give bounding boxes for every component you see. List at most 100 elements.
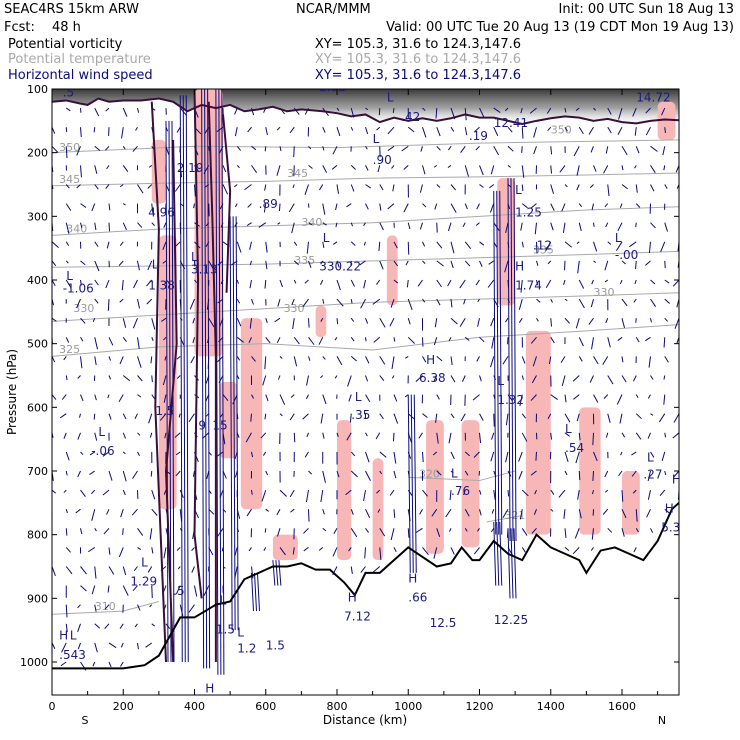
wind-column-9-0 bbox=[507, 528, 511, 599]
wind-vector-15 bbox=[52, 394, 57, 400]
wind-vector-166 bbox=[122, 413, 127, 420]
wind-vector-162 bbox=[122, 337, 127, 342]
wind-vector-474 bbox=[292, 184, 295, 189]
wind-vector-527 bbox=[320, 279, 324, 285]
wind-vector-870 bbox=[519, 394, 523, 407]
wind-vector-204 bbox=[133, 566, 138, 571]
wind-vector-881 bbox=[533, 146, 537, 155]
wind-vector-202 bbox=[137, 528, 144, 536]
wind-vector-14 bbox=[52, 375, 53, 377]
wind-vector-659 bbox=[392, 432, 395, 442]
annotation-52: L bbox=[141, 556, 148, 570]
wind-column-0-0 bbox=[165, 120, 169, 663]
wind-vector-289 bbox=[176, 547, 181, 551]
wind-vector-665 bbox=[393, 547, 397, 553]
wind-vector-82 bbox=[80, 528, 83, 535]
wind-column-9-2 bbox=[513, 528, 517, 599]
wind-vector-868 bbox=[521, 356, 526, 364]
wind-vector-1081 bbox=[650, 375, 654, 380]
wind-vector-155 bbox=[122, 203, 126, 206]
wind-vector-78 bbox=[80, 451, 84, 456]
wind-vector-702 bbox=[422, 356, 427, 363]
wind-vector-905 bbox=[550, 165, 553, 174]
wind-vector-517 bbox=[303, 546, 309, 552]
wind-vector-646 bbox=[392, 184, 395, 192]
wind-vector-805 bbox=[479, 509, 482, 516]
wind-vector-879 bbox=[529, 107, 537, 114]
wind-vector-407 bbox=[251, 298, 254, 305]
wind-vector-452 bbox=[277, 222, 281, 225]
wind-vector-963 bbox=[572, 375, 580, 382]
wind-vector-1029 bbox=[619, 279, 623, 285]
theta-contour-335 bbox=[52, 250, 679, 268]
wind-vector-1052 bbox=[634, 279, 637, 285]
wind-vector-87 bbox=[77, 623, 81, 632]
wind-vector-609 bbox=[365, 432, 368, 437]
wind-vector-825 bbox=[491, 432, 495, 440]
theta-contour-345 bbox=[52, 172, 679, 187]
wind-vector-374 bbox=[236, 145, 242, 151]
wind-vector-706 bbox=[418, 432, 423, 439]
wind-vector-1002 bbox=[604, 203, 609, 208]
wind-vector-1099 bbox=[664, 279, 670, 284]
pv-region-10 bbox=[426, 420, 444, 554]
wind-vector-1097 bbox=[660, 241, 666, 252]
wind-vector-633 bbox=[379, 413, 384, 420]
wind-vector-771 bbox=[463, 298, 466, 305]
wind-vector-754 bbox=[448, 432, 452, 444]
wind-vector-1027 bbox=[615, 241, 623, 252]
wind-vector-88 bbox=[77, 642, 81, 650]
wind-vector-1093 bbox=[663, 165, 666, 171]
wind-vector-92 bbox=[94, 145, 101, 151]
wind-vector-1032 bbox=[617, 336, 623, 341]
wind-column-1-2 bbox=[185, 95, 189, 663]
wind-vector-773 bbox=[464, 336, 470, 341]
annotation-44: .54 bbox=[565, 441, 584, 455]
wind-vector-1062 bbox=[631, 470, 637, 477]
wind-vector-907 bbox=[550, 203, 555, 211]
wind-vector-807 bbox=[473, 547, 480, 555]
wind-vector-799 bbox=[472, 394, 480, 401]
annotation-6: L bbox=[387, 91, 394, 105]
wind-vector-441 bbox=[265, 470, 269, 476]
wind-vector-1041 bbox=[621, 508, 627, 519]
wind-vector-747 bbox=[450, 299, 453, 308]
wind-vector-929 bbox=[564, 184, 568, 188]
wind-vector-549 bbox=[333, 241, 338, 245]
wind-vector-414 bbox=[245, 432, 252, 443]
theta-label-7: 335 bbox=[294, 254, 315, 267]
wind-vector-668 bbox=[401, 145, 409, 152]
wind-vector-408 bbox=[249, 318, 252, 329]
wind-vector-764 bbox=[464, 165, 469, 177]
wind-vector-926 bbox=[564, 126, 568, 132]
wind-vector-447 bbox=[276, 126, 281, 131]
annotation-46: .76 bbox=[451, 484, 470, 498]
wind-vector-228 bbox=[150, 470, 153, 477]
wind-vector-1077 bbox=[650, 298, 657, 307]
wind-vector-579 bbox=[350, 337, 355, 342]
pv-region-7 bbox=[337, 420, 352, 561]
wind-vector-821 bbox=[490, 356, 495, 368]
wind-vector-1129 bbox=[672, 432, 679, 439]
wind-vector-597 bbox=[365, 203, 369, 210]
wind-vector-696 bbox=[422, 241, 426, 247]
wind-vector-731 bbox=[432, 451, 438, 456]
wind-vector-806 bbox=[477, 528, 480, 532]
wind-vector-677 bbox=[407, 318, 411, 325]
wind-vector-206 bbox=[137, 604, 141, 611]
wind-vector-1053 bbox=[633, 298, 637, 303]
wind-vector-175 bbox=[122, 585, 129, 596]
wind-vector-255 bbox=[164, 432, 167, 439]
legend-xy-pv: XY= 105.3, 31.6 to 124.3,147.6 bbox=[315, 37, 521, 52]
wind-vector-1006 bbox=[604, 279, 609, 283]
wind-vector-726 bbox=[436, 356, 443, 362]
wind-vector-713 bbox=[435, 108, 438, 119]
wind-vector-553 bbox=[336, 318, 339, 325]
wind-vector-1076 bbox=[650, 279, 656, 285]
wind-vector-1000 bbox=[603, 165, 609, 174]
wind-vector-901 bbox=[531, 527, 537, 534]
pv-region-11 bbox=[461, 420, 480, 548]
x-tick-label-1600: 1600 bbox=[608, 700, 636, 713]
wind-vector-146 bbox=[104, 604, 110, 610]
wind-vector-37 bbox=[65, 241, 70, 246]
